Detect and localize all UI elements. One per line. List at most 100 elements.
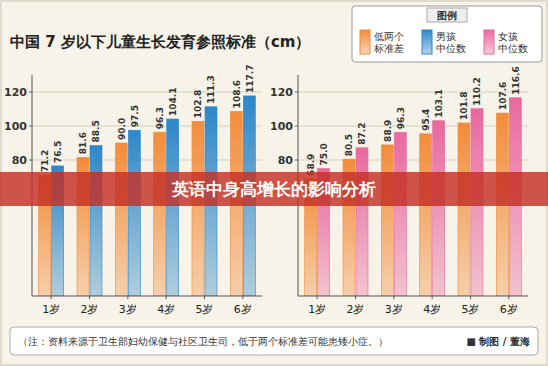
data-label: 90.0 [117,118,127,140]
bar [420,134,432,296]
data-label: 116.6 [511,66,521,94]
legend-label-line: 低两个 [374,31,404,42]
data-label: 87.2 [358,123,368,145]
data-label: 97.5 [130,105,140,127]
x-tick [51,296,52,299]
x-tick-label: 6岁 [500,303,518,316]
bar [192,121,204,296]
data-label: 80.5 [345,134,355,156]
grid-line [32,160,262,161]
bar [356,148,368,296]
y-tick-label: 100 [270,120,293,133]
grid-line [32,92,262,93]
legend-label-line: 标准差 [373,43,404,54]
x-tick-label: 1岁 [42,303,60,316]
bar [128,130,140,296]
y-tick-label: 120 [4,86,27,99]
x-tick-label: 3岁 [119,303,137,316]
data-label: 107.6 [498,82,508,110]
legend-label: 男孩中位数 [436,31,466,54]
note: （注：资料来源于卫生部妇幼保健与社区卫生司，低于两个标准差可能患矮小症。） [18,336,388,347]
x-tick-label: 4岁 [157,303,175,316]
grid-line [32,126,262,127]
x-tick-label: 5岁 [462,303,480,316]
banner-band [0,172,548,206]
data-label: 108.6 [232,80,242,108]
x-tick [393,296,394,299]
credit: ■ 制图 / 董海 [466,336,530,347]
legend-box [352,6,542,62]
x-tick [317,296,318,299]
y-tick-label: 80 [278,154,294,167]
grid-line [298,126,528,127]
bar [381,145,393,296]
title: 中国 7 岁以下儿童生长发育参照标准（cm） [10,33,310,51]
legend: 图例低两个标准差男孩中位数女孩中位数 [352,6,542,62]
data-label: 117.7 [245,64,255,92]
x-tick [242,296,243,299]
x-tick-label: 2岁 [81,303,99,316]
footer: （注：资料来源于卫生部妇幼保健与社区卫生司，低于两个标准差可能患矮小症。） ■ 制… [10,327,538,355]
bar [394,132,406,296]
x-tick [166,296,167,299]
bar [458,123,470,296]
background [1,1,547,365]
data-label: 111.3 [207,75,217,103]
x-tick-label: 2岁 [347,303,365,316]
legend-swatch [484,30,494,54]
data-label: 104.1 [168,88,178,116]
x-tick [127,296,128,299]
data-label: 88.9 [383,120,393,142]
data-label: 96.3 [396,107,406,129]
grid-line [298,160,528,161]
legend-title: 图例 [437,10,457,21]
x-tick-label: 6岁 [234,303,252,316]
legend-label-line: 男孩 [436,31,456,42]
bar [154,132,166,296]
data-label: 95.4 [421,109,431,131]
data-label: 102.8 [194,90,204,118]
banner: 英语中身高增长的影响分析 [0,172,548,206]
data-label: 88.5 [92,120,102,142]
x-tick [204,296,205,299]
y-tick-label: 80 [12,154,28,167]
bar [90,146,102,296]
x-tick-label: 1岁 [308,303,326,316]
x-tick-label: 5岁 [196,303,214,316]
data-label: 81.6 [79,132,89,154]
x-axis [32,295,262,296]
x-tick [508,296,509,299]
bar [115,143,127,296]
x-axis [298,295,528,296]
data-label: 103.1 [434,89,444,117]
banner-text: 英语中身高增长的影响分析 [171,179,376,199]
data-label: 75.0 [319,143,329,165]
data-label: 110.2 [473,77,483,105]
x-tick [470,296,471,299]
data-label: 101.8 [460,91,470,119]
data-labels: 68.980.588.995.4101.8107.675.087.296.310… [306,66,521,176]
y-tick-label: 100 [4,120,27,133]
legend-title-box [427,8,467,22]
x-tick-label: 4岁 [423,303,441,316]
data-labels: 71.2 81.6 90.0 96.3 102.8 108.6 76.5 88.5 97.5 10… [40,64,255,172]
bar [433,121,445,296]
x-tick [432,296,433,299]
x-tick-label: 3岁 [385,303,403,316]
grid-line [298,92,528,93]
data-label: 96.3 [155,107,165,129]
chart-root: 中国 7 岁以下儿童生长发育参照标准（cm）图例低两个标准差男孩中位数女孩中位数… [0,0,548,366]
footer-box [10,327,538,355]
legend-label-line: 中位数 [498,43,528,54]
legend-label-line: 女孩 [498,31,518,42]
legend-label-line: 中位数 [436,43,466,54]
legend-swatch [360,30,370,54]
y-tick-label: 120 [270,86,293,99]
legend-label: 女孩中位数 [498,31,528,54]
x-tick [355,296,356,299]
data-label: 76.5 [53,141,63,163]
data-label: 71.2 [40,150,50,172]
legend-swatch [422,30,432,54]
bar [167,119,179,296]
legend-label: 低两个标准差 [373,31,404,54]
